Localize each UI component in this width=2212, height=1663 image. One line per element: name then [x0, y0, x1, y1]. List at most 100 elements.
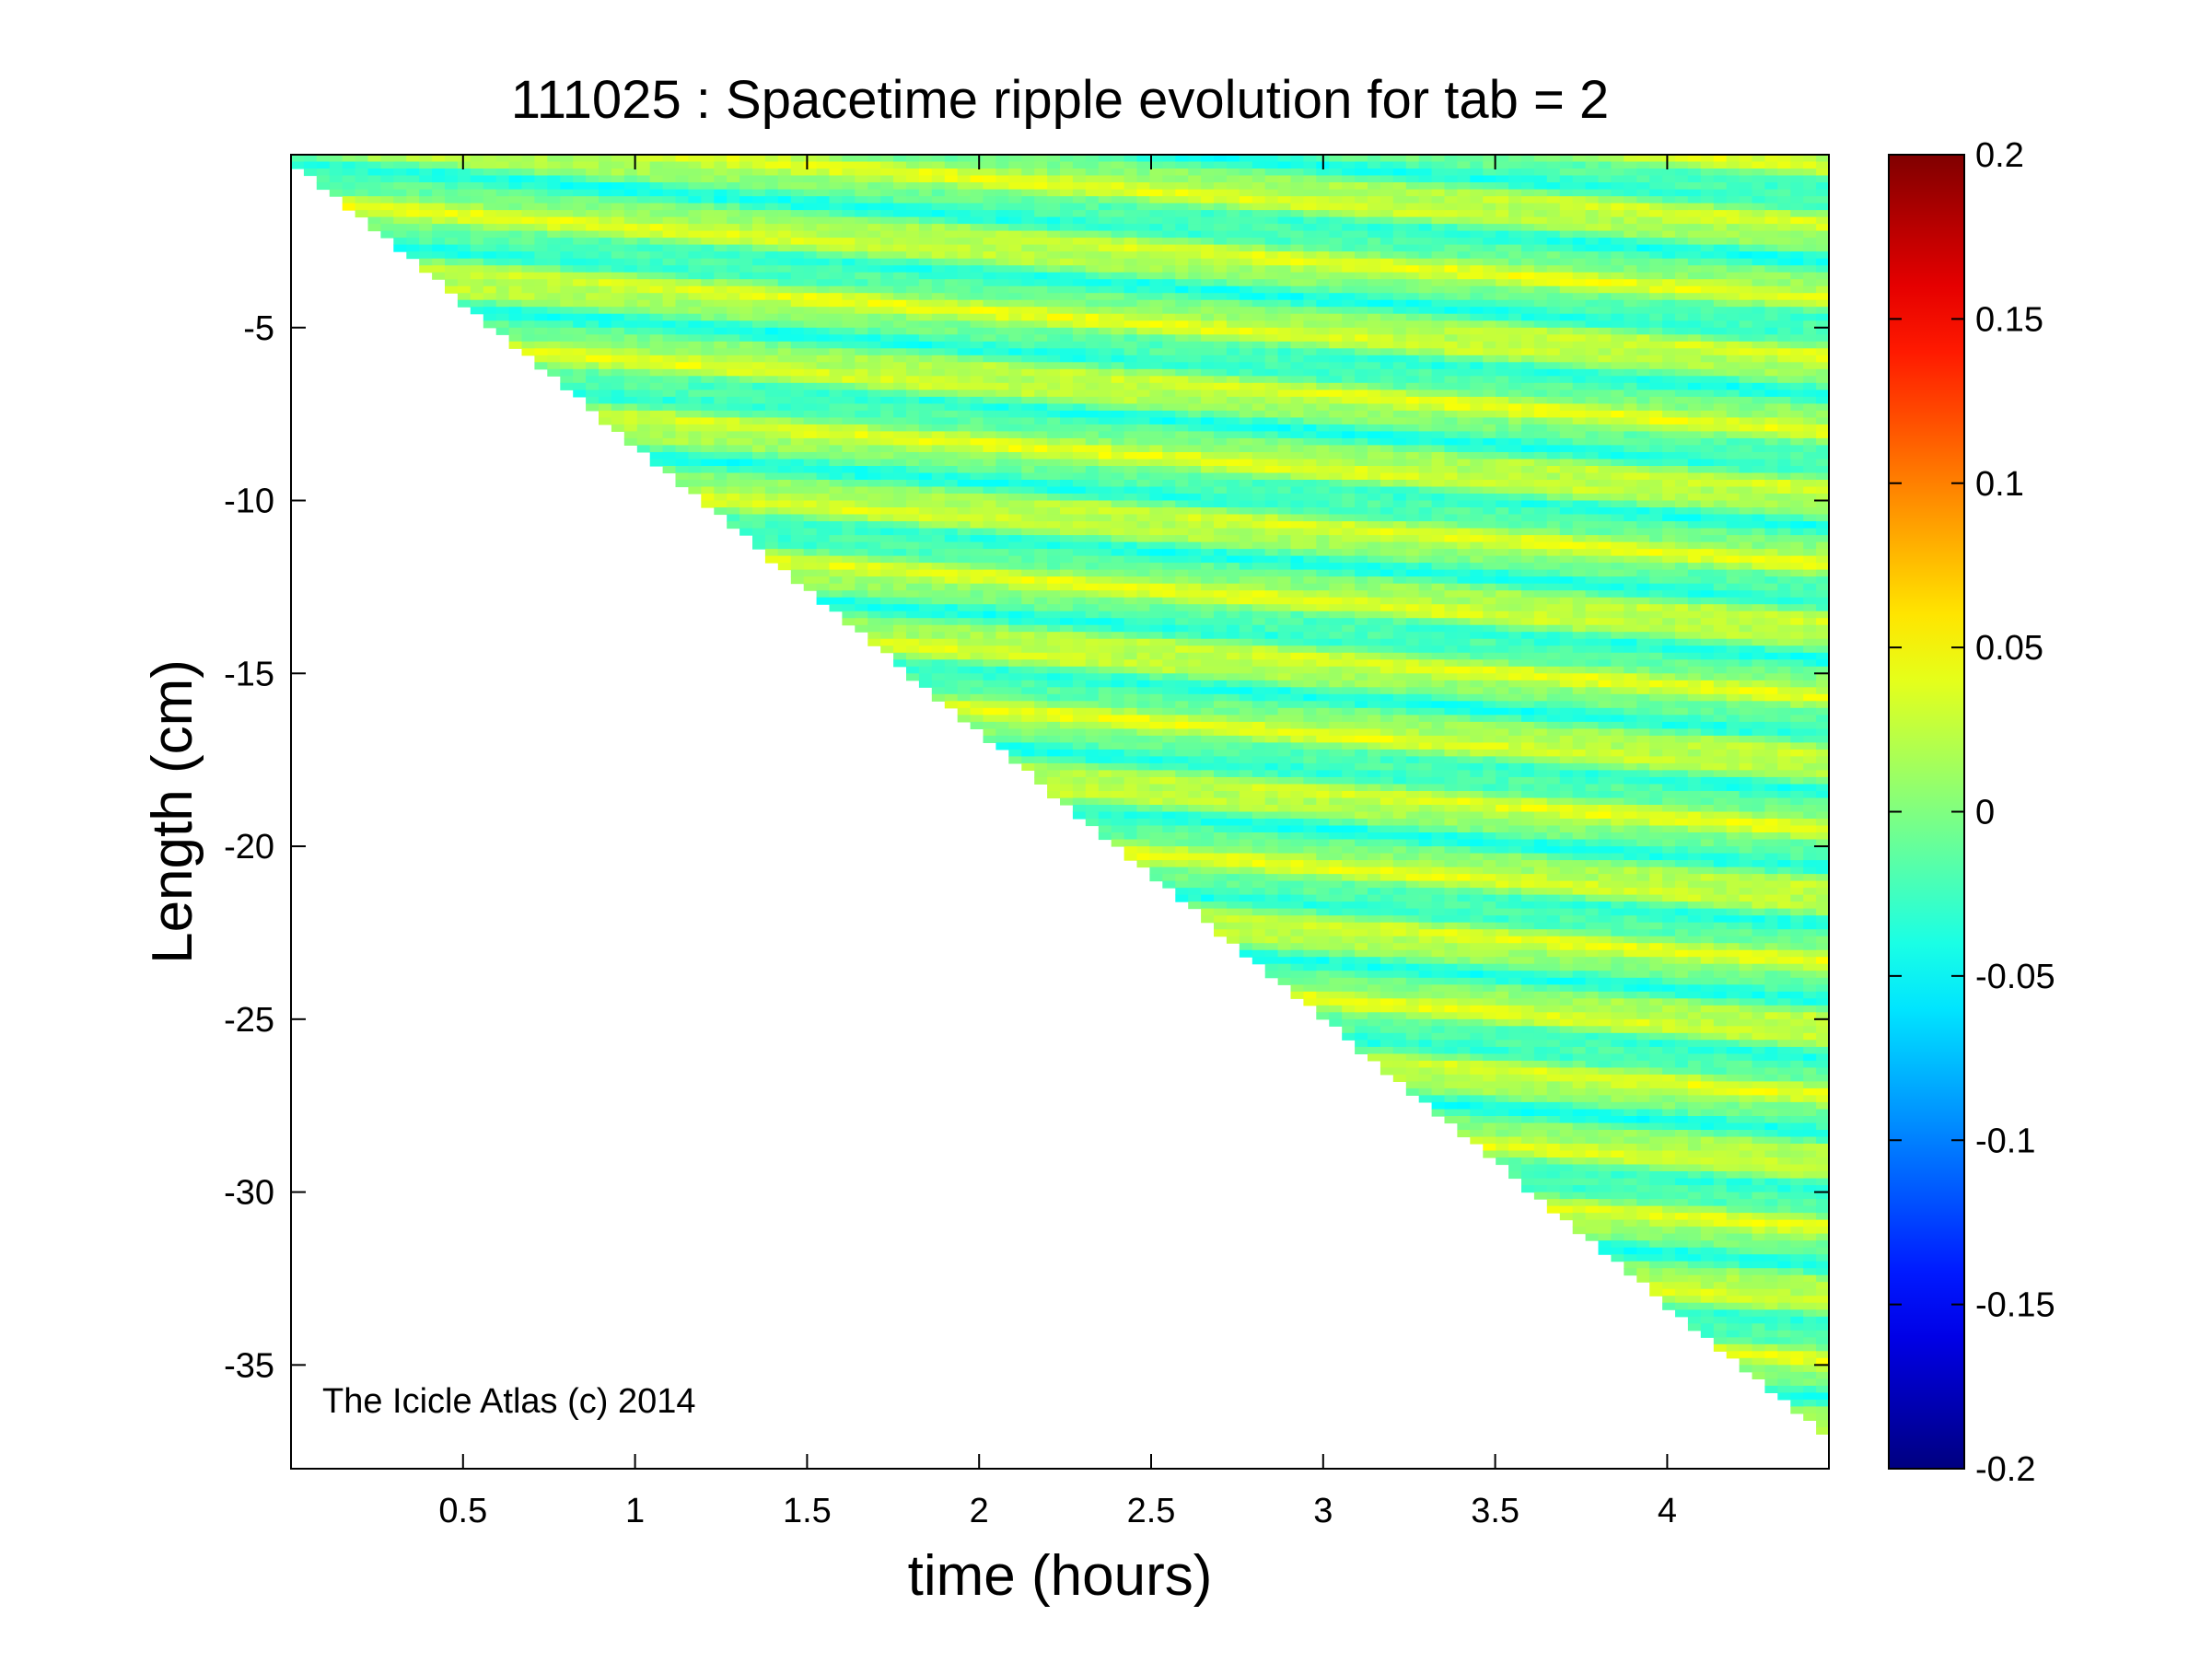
heatmap-cell	[1239, 866, 1253, 875]
heatmap-cell	[380, 230, 394, 238]
heatmap-cell	[777, 327, 792, 335]
heatmap-cell	[790, 272, 805, 280]
heatmap-cell	[1201, 569, 1215, 577]
heatmap-cell	[508, 258, 523, 266]
heatmap-cell	[777, 334, 792, 343]
heatmap-cell	[1252, 494, 1266, 502]
heatmap-cell	[1226, 866, 1240, 875]
heatmap-cell	[611, 175, 625, 183]
heatmap-cell	[1188, 583, 1202, 591]
heatmap-cell	[1098, 307, 1112, 315]
heatmap-cell	[1277, 908, 1292, 916]
heatmap-cell	[1047, 590, 1061, 599]
heatmap-cell	[483, 320, 497, 329]
heatmap-cell	[1098, 224, 1112, 232]
heatmap-cell	[1290, 832, 1304, 841]
heatmap-cell	[1098, 410, 1112, 418]
heatmap-cell	[649, 196, 664, 204]
heatmap-cell	[1175, 348, 1189, 356]
heatmap-cell	[1214, 452, 1228, 460]
heatmap-cell	[1201, 251, 1215, 260]
heatmap-cell	[1162, 707, 1176, 715]
heatmap-cell	[1047, 735, 1061, 743]
heatmap-cell	[1290, 645, 1304, 654]
heatmap-cell	[521, 155, 535, 163]
heatmap-cell	[1201, 583, 1215, 591]
heatmap-cell	[636, 293, 651, 301]
heatmap-cell	[1098, 832, 1112, 841]
heatmap-cell	[1303, 749, 1317, 757]
heatmap-cell	[906, 348, 920, 356]
heatmap-cell	[1047, 272, 1061, 280]
heatmap-cell	[1252, 860, 1266, 868]
heatmap-cell	[1162, 341, 1176, 349]
heatmap-cell	[367, 169, 381, 177]
heatmap-cell	[1264, 299, 1279, 308]
heatmap-cell	[944, 500, 959, 508]
heatmap-cell	[855, 396, 868, 404]
heatmap-cell	[1072, 472, 1087, 481]
heatmap-cell	[931, 362, 946, 370]
heatmap-cell	[1085, 293, 1100, 301]
heatmap-cell	[1123, 410, 1138, 418]
heatmap-cell	[1290, 583, 1304, 591]
heatmap-cell	[880, 189, 894, 197]
heatmap-cell	[906, 472, 920, 481]
heatmap-cell	[1008, 742, 1022, 750]
heatmap-cell	[931, 445, 946, 453]
heatmap-cell	[521, 224, 535, 232]
heatmap-cell	[816, 182, 831, 191]
heatmap-cell	[457, 299, 472, 308]
heatmap-cell	[1264, 251, 1279, 260]
heatmap-cell	[777, 299, 792, 308]
heatmap-cell	[752, 348, 766, 356]
heatmap-cell	[1214, 272, 1228, 280]
heatmap-cells	[291, 155, 1830, 1435]
heatmap-cell	[1214, 742, 1228, 750]
heatmap-cell	[1085, 811, 1100, 820]
heatmap-cell	[867, 216, 881, 225]
heatmap-cell	[1072, 687, 1087, 695]
heatmap-cell	[842, 175, 856, 183]
heatmap-cell	[1085, 762, 1100, 771]
heatmap-cell	[1111, 494, 1125, 502]
heatmap-cell	[1060, 313, 1074, 321]
heatmap-cell	[816, 459, 831, 467]
heatmap-cell	[880, 500, 894, 508]
heatmap-cell	[1060, 196, 1074, 204]
heatmap-cell	[1162, 390, 1176, 398]
heatmap-cell	[995, 659, 1009, 668]
heatmap-cell	[1188, 860, 1202, 868]
heatmap-cell	[1021, 652, 1035, 660]
heatmap-cell	[1123, 825, 1138, 833]
heatmap-cell	[1021, 590, 1035, 599]
heatmap-cell	[1188, 880, 1202, 889]
heatmap-cell	[1047, 784, 1061, 792]
heatmap-cell	[1252, 888, 1266, 896]
heatmap-cell	[944, 693, 959, 702]
heatmap-cell	[1239, 417, 1253, 425]
heatmap-cell	[957, 238, 972, 246]
heatmap-cell	[906, 334, 920, 343]
heatmap-cell	[1201, 238, 1215, 246]
heatmap-cell	[1072, 762, 1087, 771]
heatmap-cell	[970, 437, 984, 446]
heatmap-cell	[727, 299, 740, 308]
heatmap-cell	[970, 624, 984, 633]
heatmap-cell	[906, 182, 920, 191]
heatmap-cell	[957, 396, 972, 404]
heatmap-cell	[829, 507, 843, 516]
heatmap-cell	[1201, 307, 1215, 315]
heatmap-cell	[957, 265, 972, 273]
heatmap-cell	[675, 390, 689, 398]
heatmap-cell	[790, 445, 805, 453]
heatmap-cell	[931, 452, 946, 460]
heatmap-cell	[483, 251, 497, 260]
heatmap-cell	[380, 175, 394, 183]
heatmap-cell	[1214, 652, 1228, 660]
heatmap-cell	[1162, 466, 1176, 474]
heatmap-cell	[1175, 791, 1189, 799]
heatmap-cell	[714, 341, 728, 349]
heatmap-cell	[944, 169, 959, 177]
heatmap-cell	[1034, 500, 1048, 508]
